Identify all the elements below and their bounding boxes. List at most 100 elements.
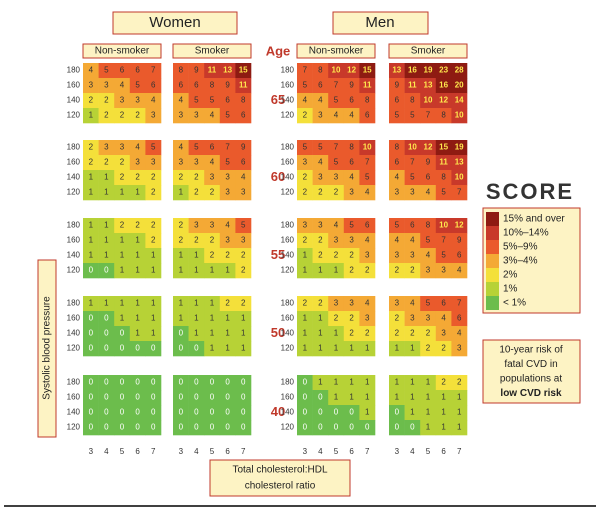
risk-label: 15: [363, 66, 372, 75]
x-tick-label: 7: [241, 447, 246, 456]
risk-label: 6: [395, 158, 400, 167]
risk-cell: [297, 63, 313, 79]
risk-label: 5: [395, 221, 400, 230]
risk-cell: [219, 233, 236, 249]
y-tick-label: 120: [281, 423, 295, 432]
risk-cell: [219, 296, 236, 312]
risk-label: 2: [241, 251, 246, 260]
risk-label: 3: [349, 299, 354, 308]
risk-cell: [404, 218, 421, 234]
risk-label: 1: [441, 423, 446, 432]
risk-label: 2: [194, 188, 199, 197]
risk-label: 1: [410, 393, 415, 402]
risk-cell: [297, 341, 313, 357]
y-tick-label: 140: [281, 173, 295, 182]
risk-label: 4: [179, 143, 184, 152]
risk-label: 2: [349, 329, 354, 338]
risk-label: 3: [210, 221, 215, 230]
risk-label: 9: [194, 66, 199, 75]
risk-cell: [312, 405, 329, 421]
risk-label: 1: [104, 251, 109, 260]
risk-label: 6: [151, 81, 156, 90]
risk-label: 1: [194, 251, 199, 260]
risk-cell: [359, 390, 376, 406]
risk-cell: [83, 155, 99, 171]
y-label-box: [37, 259, 57, 438]
risk-cell: [451, 263, 468, 279]
y-tick-label: 160: [281, 314, 295, 323]
age-value: 55: [271, 247, 285, 262]
risk-label: 1: [120, 266, 125, 275]
risk-cell: [435, 248, 452, 264]
risk-cell: [312, 93, 329, 109]
risk-label: 5: [365, 173, 370, 182]
risk-label: 5: [210, 96, 215, 105]
risk-cell: [359, 108, 376, 124]
risk-label: 2: [349, 314, 354, 323]
risk-cell: [219, 140, 236, 156]
risk-cell: [451, 405, 468, 421]
y-tick-label: 120: [281, 266, 295, 275]
risk-cell: [188, 420, 205, 436]
risk-cell: [420, 405, 437, 421]
risk-label: 3: [104, 81, 109, 90]
risk-label: 0: [89, 266, 94, 275]
risk-label: 4: [395, 236, 400, 245]
risk-cell: [343, 311, 360, 327]
risk-cell: [114, 140, 131, 156]
risk-cell: [219, 375, 236, 391]
risk-cell: [328, 390, 345, 406]
risk-label: 4: [120, 81, 125, 90]
risk-label: 0: [179, 344, 184, 353]
risk-label: 1: [120, 299, 125, 308]
risk-cell: [204, 218, 221, 234]
risk-label: 2: [210, 251, 215, 260]
risk-label: 0: [194, 408, 199, 417]
risk-label: 2: [426, 329, 431, 338]
legend-swatch: [486, 268, 499, 282]
risk-cell: [312, 185, 329, 201]
risk-label: 4: [349, 111, 354, 120]
risk-label: 3: [241, 188, 246, 197]
risk-label: 6: [410, 221, 415, 230]
legend-swatch: [486, 282, 499, 296]
risk-label: 0: [179, 408, 184, 417]
risk-cell: [129, 341, 146, 357]
risk-cell: [343, 108, 360, 124]
risk-cell: [114, 248, 131, 264]
risk-cell: [145, 341, 162, 357]
risk-label: 7: [334, 143, 339, 152]
risk-cell: [219, 78, 236, 94]
risk-cell: [204, 170, 221, 186]
risk-label: 2: [104, 111, 109, 120]
risk-cell: [420, 390, 437, 406]
risk-cell: [328, 78, 345, 94]
risk-label: 6: [120, 66, 125, 75]
y-tick-label: 120: [67, 266, 81, 275]
risk-label: 2: [303, 188, 308, 197]
risk-cell: [312, 341, 329, 357]
risk-cell: [312, 326, 329, 342]
risk-cell: [173, 390, 189, 406]
risk-label: 5: [194, 96, 199, 105]
risk-label: 8: [410, 96, 415, 105]
risk-label: 5: [426, 236, 431, 245]
risk-label: 3: [349, 236, 354, 245]
risk-cell: [219, 218, 236, 234]
risk-cell: [129, 390, 146, 406]
risk-cell: [389, 248, 405, 264]
risk-cell: [389, 155, 405, 171]
risk-label: 4: [225, 221, 230, 230]
risk-label: 2: [151, 236, 156, 245]
risk-cell: [328, 420, 345, 436]
risk-cell: [420, 78, 437, 94]
y-tick-label: 140: [281, 408, 295, 417]
risk-cell: [188, 375, 205, 391]
risk-label: 3: [410, 188, 415, 197]
risk-label: 3: [225, 188, 230, 197]
risk-label: 1: [365, 344, 370, 353]
risk-cell: [83, 218, 99, 234]
risk-label: 6: [457, 251, 462, 260]
risk-label: 3: [410, 251, 415, 260]
risk-cell: [343, 233, 360, 249]
